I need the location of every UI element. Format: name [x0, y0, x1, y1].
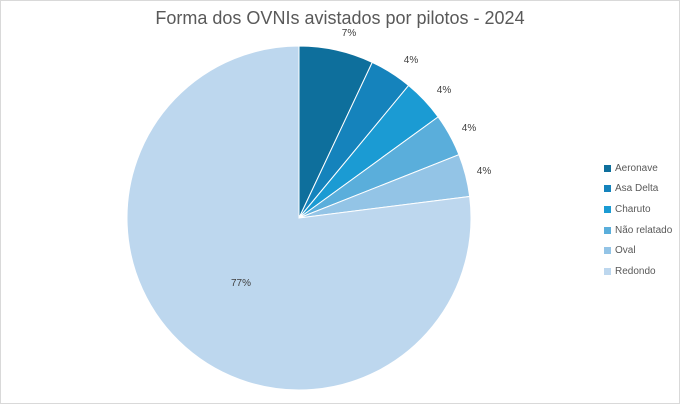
legend-swatch — [604, 247, 611, 255]
legend-item: Não relatado — [604, 220, 672, 241]
legend-swatch — [604, 267, 611, 275]
legend-swatch — [604, 164, 611, 172]
legend-label: Asa Delta — [615, 183, 659, 195]
pie-slice-redondo — [126, 45, 472, 391]
legend-label: Oval — [615, 245, 636, 257]
legend-label: Aeronave — [615, 162, 658, 174]
legend-item: Aeronave — [604, 158, 672, 179]
data-label-asa-delta: 4% — [404, 55, 419, 66]
legend-swatch — [604, 205, 611, 213]
legend-label: Redondo — [615, 265, 656, 277]
legend-swatch — [604, 185, 611, 193]
data-label-n-o-relatado: 4% — [462, 123, 477, 134]
legend-label: Charuto — [615, 203, 651, 215]
chart-legend: Aeronave Asa Delta Charuto Não relatado Oval… — [604, 158, 672, 282]
legend-item: Asa Delta — [604, 179, 672, 200]
data-label-redondo: 77% — [231, 278, 251, 289]
legend-label: Não relatado — [615, 224, 673, 236]
legend-swatch — [604, 226, 611, 234]
data-label-aeronave: 7% — [342, 28, 357, 39]
chart-title: Forma dos OVNIs avistados por pilotos - … — [155, 8, 525, 28]
legend-item: Redondo — [604, 261, 672, 282]
data-label-charuto: 4% — [437, 85, 452, 96]
legend-item: Oval — [604, 240, 672, 261]
legend-item: Charuto — [604, 199, 672, 220]
data-label-oval: 4% — [477, 166, 492, 177]
